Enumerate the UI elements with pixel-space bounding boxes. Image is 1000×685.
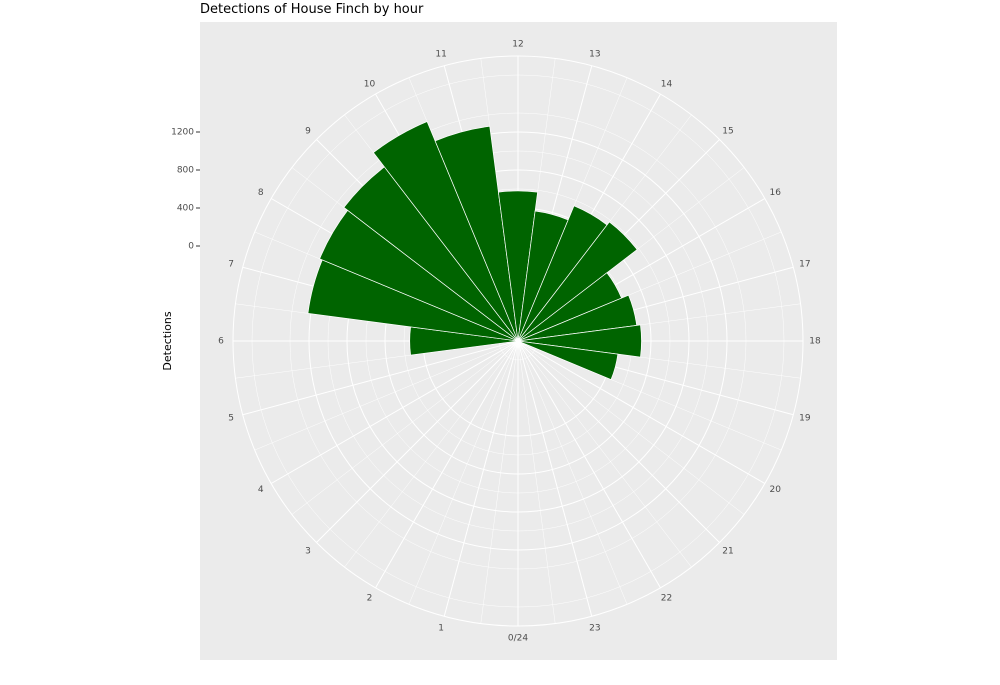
hour-label: 7 — [228, 260, 234, 270]
hour-label: 14 — [661, 79, 673, 89]
hour-label: 13 — [589, 50, 600, 60]
y-tick-label: 0 — [188, 242, 194, 252]
hour-label: 21 — [722, 547, 733, 557]
hour-label: 11 — [435, 50, 446, 60]
hour-label: 10 — [364, 79, 376, 89]
hour-label: 2 — [367, 594, 373, 604]
minor-spoke — [254, 340, 519, 451]
hour-label: 19 — [799, 413, 811, 423]
major-spoke — [517, 340, 661, 589]
minor-spoke — [480, 340, 519, 624]
hour-label: 22 — [661, 594, 672, 604]
minor-spoke — [517, 340, 692, 568]
major-spoke — [316, 340, 519, 543]
hour-label: 0/24 — [508, 634, 528, 644]
major-spoke — [270, 340, 519, 484]
hour-label: 3 — [305, 547, 311, 557]
minor-spoke — [291, 340, 519, 515]
minor-spoke — [344, 340, 519, 568]
hour-label: 15 — [722, 126, 733, 136]
hour-label: 17 — [799, 260, 810, 270]
hour-label: 23 — [589, 623, 600, 633]
y-axis-title: Detections — [161, 311, 174, 370]
hour-labels: 0/24123456789101112131415161718192021222… — [218, 40, 821, 644]
minor-spoke — [517, 340, 556, 624]
hour-label: 8 — [258, 188, 264, 198]
y-tick-label: 400 — [177, 204, 194, 214]
bar-hour-11 — [434, 125, 519, 342]
minor-spoke — [408, 340, 519, 605]
bar-hour-18 — [517, 324, 642, 358]
major-spoke — [375, 340, 519, 589]
bar-hour-12 — [498, 190, 538, 342]
bar-hour-15 — [517, 221, 638, 342]
major-spoke — [443, 340, 519, 617]
minor-spoke — [517, 340, 628, 605]
bar-hour-19 — [517, 340, 619, 380]
major-spoke — [517, 340, 593, 617]
major-spoke — [242, 340, 519, 416]
hour-label: 16 — [769, 188, 781, 198]
hour-label: 6 — [218, 337, 224, 347]
hour-label: 12 — [512, 40, 523, 50]
y-axis: 0 400 800 1200 — [171, 128, 200, 252]
y-tick-label: 800 — [177, 166, 194, 176]
y-tick-label: 1200 — [171, 128, 194, 138]
hour-label: 5 — [228, 413, 234, 423]
hour-label: 9 — [305, 126, 311, 136]
hour-label: 18 — [809, 337, 821, 347]
hour-label: 1 — [438, 623, 444, 633]
bar-hour-10 — [372, 121, 519, 342]
hour-label: 4 — [258, 485, 264, 495]
major-spoke — [517, 340, 720, 543]
hour-label: 20 — [769, 485, 781, 495]
bars — [307, 121, 642, 380]
chart-title: Detections of House Finch by hour — [200, 2, 424, 17]
minor-spoke — [517, 340, 745, 515]
major-spoke — [517, 340, 766, 484]
